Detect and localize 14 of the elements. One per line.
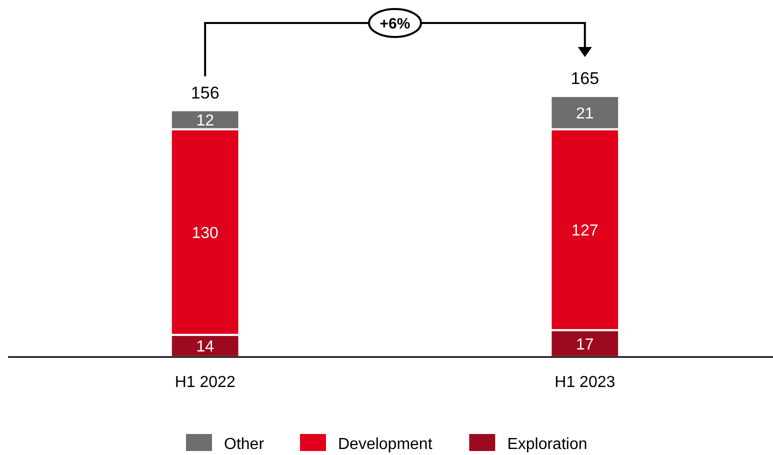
legend-label: Development: [338, 436, 433, 453]
x-tick-label: H1 2022: [174, 374, 236, 391]
x-tick-label: H1 2023: [554, 374, 616, 391]
text: +6%: [380, 15, 410, 32]
data-label: 130: [192, 224, 219, 242]
data-label: 12: [196, 112, 214, 130]
data-label: 21: [576, 105, 594, 122]
data-label: 17: [576, 336, 594, 354]
legend-label: Exploration: [507, 436, 588, 453]
legend-label: Other: [224, 436, 265, 453]
data-label: 14: [196, 338, 214, 356]
total-label: 156: [190, 83, 220, 102]
total-label: 165: [570, 69, 600, 88]
data-label: 127: [572, 222, 598, 240]
